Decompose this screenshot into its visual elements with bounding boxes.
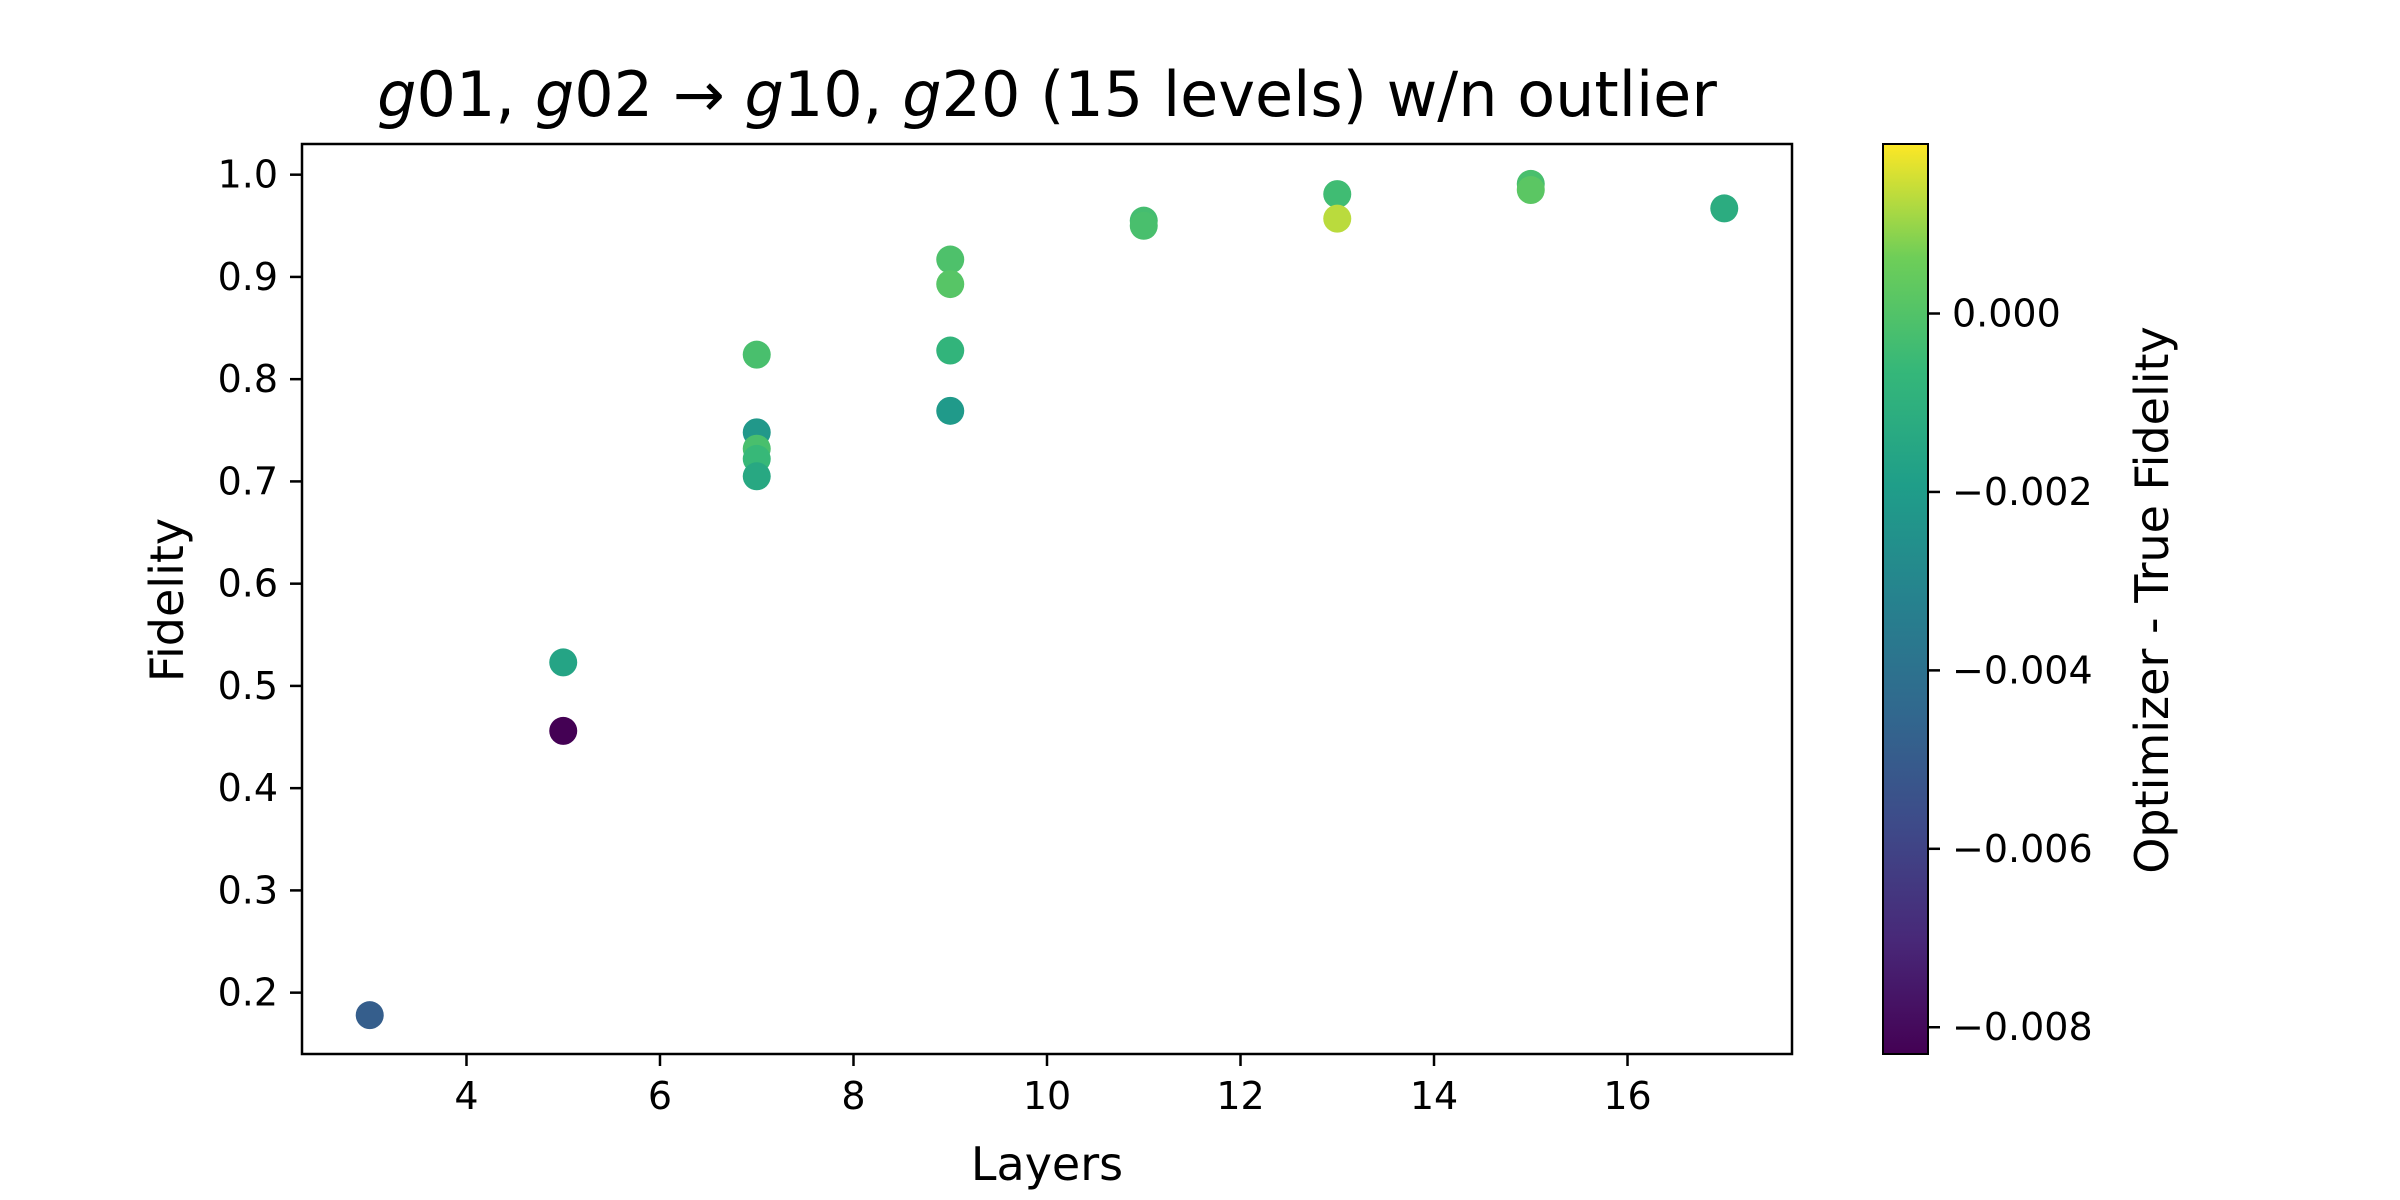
y-axis-ticks: 0.2 0.3 0.4 0.5 0.6 0.7 0.8 0.9 1.0 (218, 153, 302, 1015)
colorbar-tick-label: −0.004 (1952, 648, 2093, 692)
x-tick-label: 14 (1410, 1074, 1458, 1118)
colorbar-tick-label: −0.006 (1952, 827, 2093, 871)
x-tick-label: 16 (1603, 1074, 1651, 1118)
x-axis-ticks: 4 6 8 10 12 14 16 (454, 1054, 1652, 1118)
y-tick-label: 0.4 (218, 766, 278, 810)
colorbar-tick-label: 0.000 (1952, 292, 2061, 336)
plot-frame (300, 142, 1794, 1056)
colorbar-ticks: 0.000 −0.002 −0.004 −0.006 −0.008 (1928, 292, 2093, 1049)
x-tick-label: 6 (648, 1074, 672, 1118)
y-tick-label: 0.7 (218, 459, 278, 503)
x-tick-label: 8 (841, 1074, 865, 1118)
scatter-point (742, 462, 771, 491)
scatter-point (355, 1001, 384, 1030)
x-tick-label: 4 (454, 1074, 478, 1118)
scatter-point (1710, 194, 1739, 223)
scatter-point (936, 270, 965, 299)
scatter-point (936, 336, 965, 365)
scatter-point (936, 245, 965, 274)
colorbar (1882, 143, 1929, 1055)
scatter-point (1129, 211, 1158, 240)
x-axis-label: Layers (971, 1137, 1123, 1191)
colorbar-tick-label: −0.002 (1952, 470, 2093, 514)
data-points (355, 169, 1739, 1030)
y-tick-label: 0.6 (218, 562, 278, 606)
scatter-point (1323, 204, 1352, 233)
y-tick-label: 0.3 (218, 868, 278, 912)
y-tick-label: 0.8 (218, 357, 278, 401)
scatter-point (1516, 176, 1545, 205)
scatter-point (742, 340, 771, 369)
y-axis-label: Fidelity (140, 518, 194, 682)
colorbar-label: Optimizer - True Fidelity (2125, 326, 2179, 874)
chart-title: g01, g02 → g10, g20 (15 levels) w/n outl… (377, 58, 1717, 131)
scatter-point (549, 648, 578, 677)
y-tick-label: 0.5 (218, 664, 278, 708)
y-tick-label: 0.9 (218, 255, 278, 299)
y-tick-label: 1.0 (218, 153, 278, 197)
scatter-point (936, 396, 965, 425)
y-tick-label: 0.2 (218, 971, 278, 1015)
scatter-point (549, 716, 578, 745)
x-tick-label: 10 (1023, 1074, 1071, 1118)
colorbar-tick-label: −0.008 (1952, 1005, 2093, 1049)
scatter-point (1323, 180, 1352, 209)
x-tick-label: 12 (1216, 1074, 1264, 1118)
